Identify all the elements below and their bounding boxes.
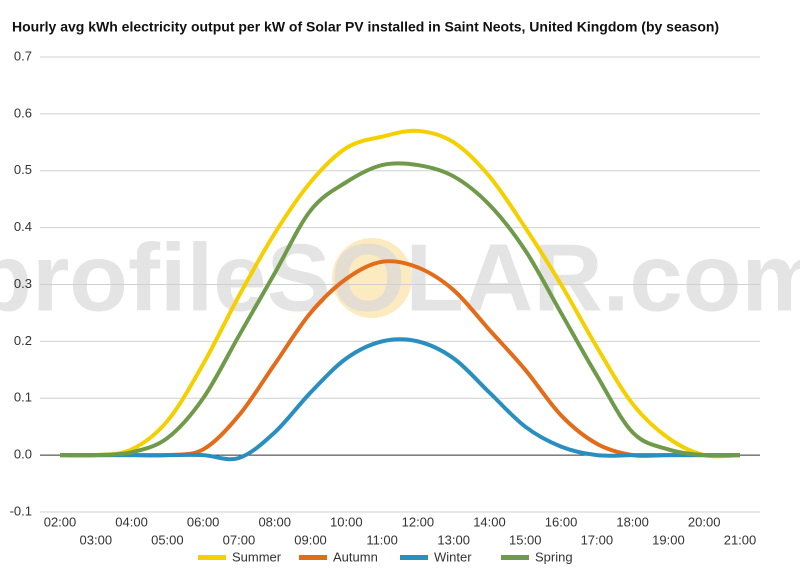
legend-swatch xyxy=(299,555,327,560)
y-tick-label: 0.2 xyxy=(14,333,32,348)
x-tick-label: 08:00 xyxy=(258,514,291,529)
x-tick-label: 09:00 xyxy=(294,532,327,547)
x-tick-label: 06:00 xyxy=(187,514,220,529)
legend-label: Winter xyxy=(434,549,472,564)
y-tick-label: 0.4 xyxy=(14,219,32,234)
x-tick-label: 04:00 xyxy=(115,514,148,529)
legend-swatch xyxy=(400,555,428,560)
x-tick-label: 18:00 xyxy=(616,514,649,529)
x-tick-label: 15:00 xyxy=(509,532,542,547)
y-tick-label: 0.5 xyxy=(14,162,32,177)
y-tick-label: 0.3 xyxy=(14,276,32,291)
x-tick-label: 14:00 xyxy=(473,514,506,529)
x-tick-label: 21:00 xyxy=(724,532,757,547)
series-line xyxy=(60,337,740,462)
y-tick-label: -0.1 xyxy=(10,503,32,518)
x-tick-label: 07:00 xyxy=(223,532,256,547)
legend-label: Summer xyxy=(232,549,282,564)
watermark-sun xyxy=(332,238,412,318)
legend-label: Autumn xyxy=(333,549,378,564)
x-tick-label: 02:00 xyxy=(44,514,77,529)
x-tick-label: 20:00 xyxy=(688,514,721,529)
y-tick-label: 0.1 xyxy=(14,390,32,405)
x-tick-label: 12:00 xyxy=(402,514,435,529)
watermark: profileSOLAR.com xyxy=(0,224,800,331)
x-tick-label: 10:00 xyxy=(330,514,363,529)
legend-swatch xyxy=(501,555,529,560)
x-tick-label: 17:00 xyxy=(581,532,614,547)
x-tick-label: 19:00 xyxy=(652,532,685,547)
chart-title: Hourly avg kWh electricity output per kW… xyxy=(12,19,719,35)
x-tick-label: 05:00 xyxy=(151,532,184,547)
series-line xyxy=(59,128,741,459)
x-tick-label: 03:00 xyxy=(80,532,113,547)
legend-label: Spring xyxy=(535,549,573,564)
x-tick-label: 11:00 xyxy=(366,532,398,547)
y-tick-label: 0.6 xyxy=(14,105,32,120)
series-line xyxy=(59,161,741,458)
y-tick-label: 0.7 xyxy=(14,48,32,63)
x-tick-label: 13:00 xyxy=(437,532,470,547)
x-tick-label: 16:00 xyxy=(545,514,578,529)
legend-swatch xyxy=(198,555,226,560)
y-tick-label: 0.0 xyxy=(14,447,32,462)
